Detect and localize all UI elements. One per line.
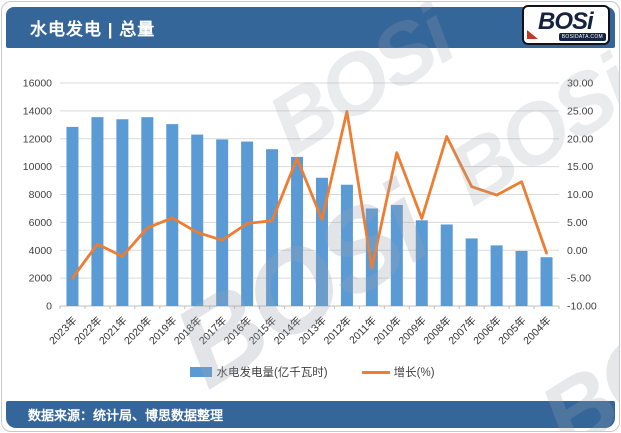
- logo-brand-text: BOSi: [538, 8, 594, 35]
- bar: [291, 156, 304, 306]
- left-axis-tick-label: 6000: [29, 217, 53, 229]
- right-axis-tick-label: 15.00: [567, 161, 593, 173]
- data-source-text: 数据来源：统计局、博思数据整理: [28, 408, 224, 423]
- left-axis-tick-label: 0: [46, 301, 52, 313]
- bar: [340, 184, 353, 306]
- bar-series-label: 水电发电量(亿千瓦时): [216, 367, 328, 379]
- left-axis-tick-label: 12000: [23, 133, 52, 145]
- right-axis-tick-label: 30.00: [567, 78, 593, 90]
- bar: [66, 126, 79, 306]
- bar: [390, 204, 403, 306]
- line-series-swatch-icon: [361, 370, 390, 374]
- bar: [440, 224, 453, 306]
- right-axis-tick-label: -5.00: [567, 273, 591, 285]
- bar: [540, 257, 553, 306]
- left-axis-tick-label: 8000: [29, 189, 53, 201]
- logo-red-triangle-icon: [527, 30, 538, 39]
- bar: [515, 250, 528, 306]
- bar: [91, 117, 104, 306]
- bar: [166, 124, 179, 306]
- legend-item-line: 增长(%): [361, 364, 435, 380]
- bar: [116, 119, 129, 306]
- line-series-label: 增长(%): [393, 367, 435, 379]
- x-axis-category-label: 2004年: [521, 314, 554, 347]
- right-axis-tick-label: 20.00: [567, 133, 593, 145]
- bar: [490, 245, 503, 306]
- left-axis-tick-label: 10000: [23, 161, 52, 173]
- bosidata-logo: BOSi BOSIDATA.COM: [522, 5, 610, 45]
- header-bar: 水电发电 | 总量: [6, 7, 615, 48]
- bar: [216, 139, 229, 306]
- right-axis-tick-label: -10.00: [567, 301, 597, 313]
- legend-item-bars: 水电发电量(亿千瓦时): [190, 364, 328, 380]
- left-axis-tick-label: 2000: [29, 273, 53, 285]
- left-axis-tick-label: 16000: [23, 78, 52, 90]
- bar: [365, 208, 378, 306]
- bar: [465, 238, 478, 306]
- x-axis-category-label: 2012年: [321, 314, 354, 347]
- bar: [266, 149, 279, 306]
- right-axis-tick-label: 25.00: [567, 105, 593, 117]
- page-title: 水电发电 | 总量: [30, 20, 156, 39]
- bar-series-swatch-icon: [190, 367, 213, 377]
- bar: [141, 117, 154, 306]
- right-axis-tick-label: 0.00: [567, 245, 588, 257]
- chart-region: 0 -10.00 2000 -5.00 4000 0.00 6000 5.00 8000 10.0…: [2, 52, 619, 372]
- bar: [415, 220, 428, 306]
- left-axis-tick-label: 14000: [23, 105, 52, 117]
- bar: [191, 134, 204, 306]
- growth-line: [71, 110, 548, 280]
- footer-bar: 数据来源：统计局、博思数据整理: [6, 401, 615, 428]
- left-axis-tick-label: 4000: [29, 245, 53, 257]
- logo-domain-text: BOSIDATA.COM: [558, 33, 606, 41]
- chart-legend: 水电发电量(亿千瓦时) 增长(%): [2, 364, 619, 380]
- combo-chart: 0 -10.00 2000 -5.00 4000 0.00 6000 5.00 8000 10.0…: [23, 78, 597, 348]
- right-axis-tick-label: 5.00: [567, 217, 588, 229]
- right-axis-tick-label: 10.00: [567, 189, 593, 201]
